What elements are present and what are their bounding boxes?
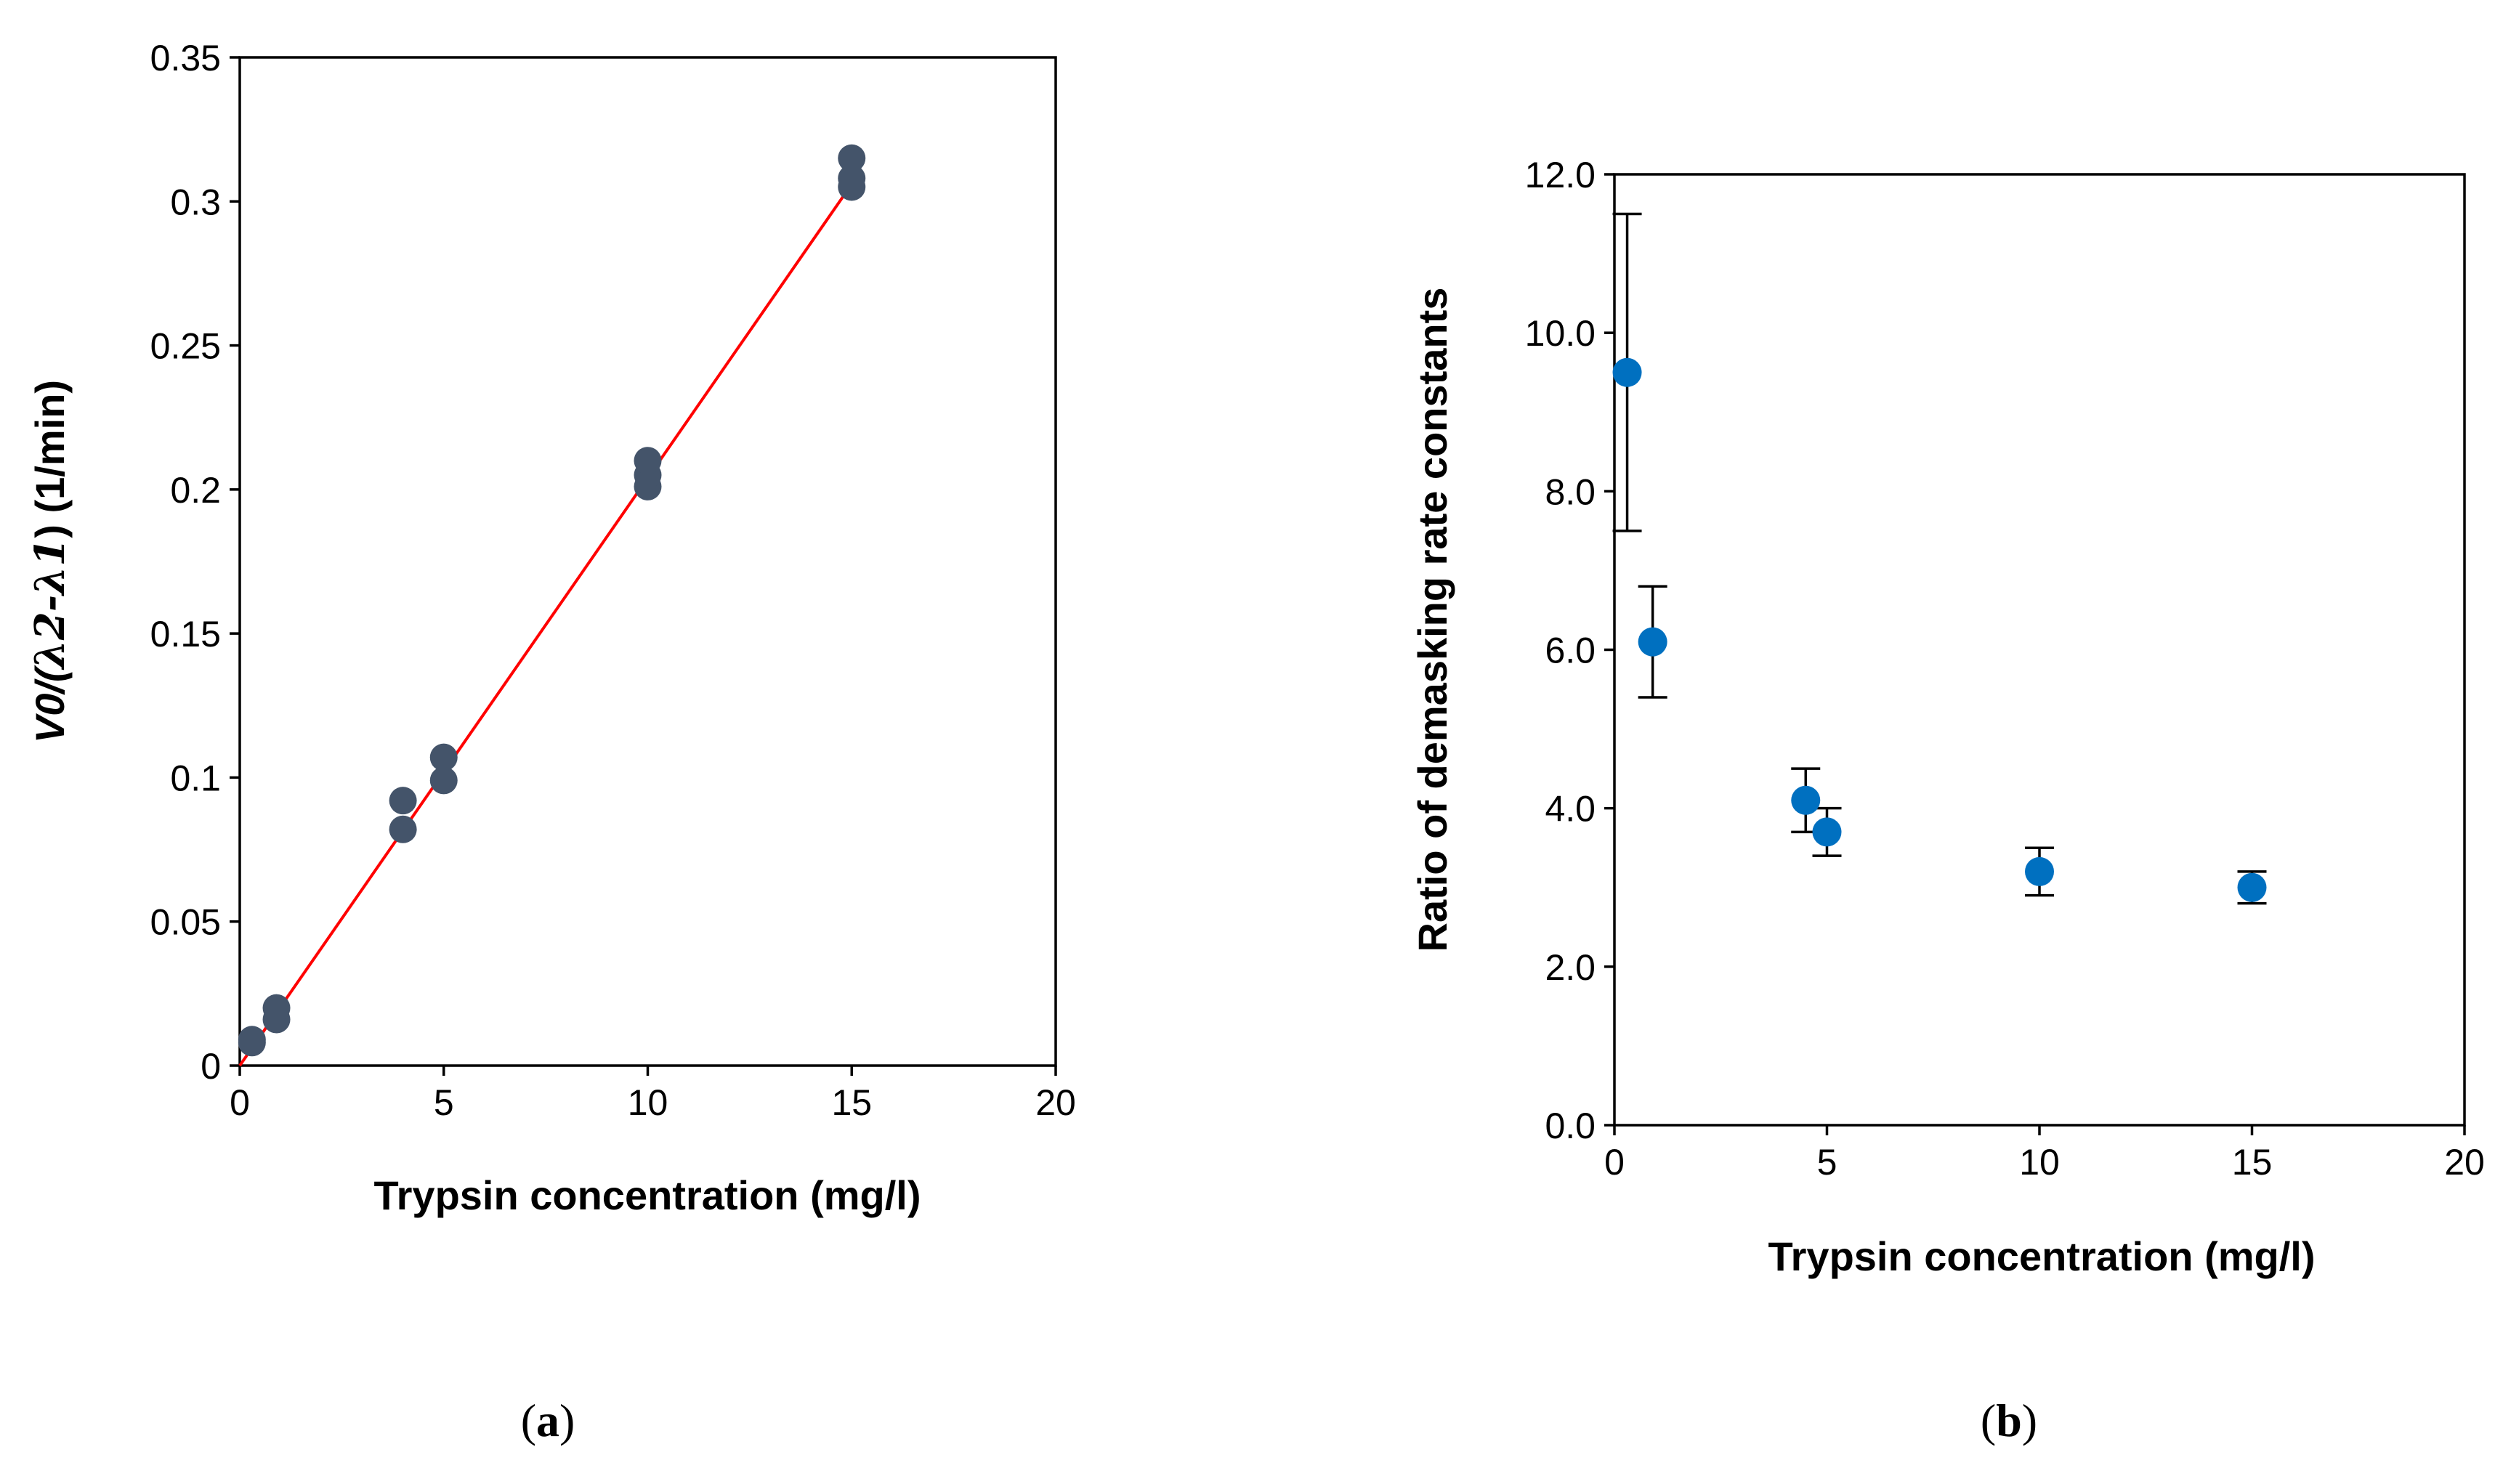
chart-b-y-tick-label: 12.0 xyxy=(1525,155,1596,195)
chart-b-data-point xyxy=(1812,817,1842,847)
chart-b-y-tick-label: 6.0 xyxy=(1545,631,1596,671)
chart-a-data-point xyxy=(262,994,291,1022)
chart-a-y-tick-label: 0.15 xyxy=(150,614,221,654)
chart-a-fit-line xyxy=(238,183,853,1067)
chart-a-y-tick-label: 0.05 xyxy=(150,902,221,943)
chart-a-y-tick-label: 0.3 xyxy=(170,182,221,222)
chart-b-panel-letter: b xyxy=(1996,1395,2022,1446)
chart-b-y-tick-label: 8.0 xyxy=(1545,471,1596,512)
chart-b-x-tick-label: 5 xyxy=(1817,1142,1837,1183)
chart-a-data-point xyxy=(429,743,458,771)
chart-a-y-axis-title-suffix: ) (1/min) xyxy=(27,380,73,538)
chart-b-axes: 0 5 10 15 20 0.0 2.0 4.0 6.0 8.0 10.0 12.0 xyxy=(1525,155,2485,1183)
chart-a-y-tick-label: 0.35 xyxy=(150,38,221,78)
chart-b-data-point xyxy=(2025,856,2054,886)
chart-a-points xyxy=(238,144,866,1057)
chart-b-y-tick-label: 0.0 xyxy=(1545,1106,1596,1146)
chart-a-x-tick-label: 20 xyxy=(1035,1082,1076,1123)
chart-b-data-point xyxy=(1638,627,1667,657)
chart-b-x-axis-title: Trypsin concentration (mg/l) xyxy=(1768,1233,2316,1279)
chart-a-data-point xyxy=(429,766,458,795)
chart-b-data-point xyxy=(1612,357,1642,387)
chart-b-error-bars xyxy=(1612,212,2267,905)
chart-a-axes: 0 5 10 15 20 0 0.05 0.1 0.15 0.2 0.25 0.3 0.35 xyxy=(150,38,1076,1123)
chart-a-y-tick-label: 0.2 xyxy=(170,470,221,511)
chart-a-data-point xyxy=(838,144,866,172)
chart-b-plot-frame xyxy=(1613,173,2466,1127)
chart-a-y-axis-title: V0/(λ2-λ1) (1/min) xyxy=(26,380,74,743)
chart-a-y-tick-label: 0 xyxy=(201,1046,221,1087)
chart-a-data-point xyxy=(238,1026,266,1054)
chart-b-data-point xyxy=(2237,872,2267,902)
chart-a-x-tick-label: 0 xyxy=(230,1082,250,1123)
chart-a-panel-letter: a xyxy=(536,1395,559,1446)
chart-a-y-tick-label: 0.1 xyxy=(170,758,221,798)
chart-a-data-point xyxy=(389,815,417,843)
chart-a-data-point xyxy=(389,787,417,815)
chart-b-y-tick-label: 10.0 xyxy=(1525,313,1596,354)
chart-a: 0 5 10 15 20 0 0.05 0.1 0.15 0.2 0.25 0.3 0.35 Tryps… xyxy=(26,38,1076,1446)
chart-a-y-axis-title-lambda: λ2-λ1 xyxy=(26,538,74,670)
chart-a-panel-label: (a) xyxy=(521,1395,575,1446)
chart-b-points xyxy=(1612,357,2267,902)
chart-a-y-axis-title-prefix: V0/( xyxy=(27,665,73,743)
chart-b-panel-label: (b) xyxy=(1981,1395,2037,1446)
chart-a-plot-frame xyxy=(238,56,1057,1067)
chart-b-y-axis-title: Ratio of demasking rate constants xyxy=(1410,288,1455,952)
chart-a-x-tick-label: 10 xyxy=(628,1082,668,1123)
chart-b-x-tick-label: 10 xyxy=(2019,1142,2060,1183)
chart-b-y-tick-label: 2.0 xyxy=(1545,947,1596,988)
chart-b-data-point xyxy=(1791,785,1821,815)
chart-b-y-tick-label: 4.0 xyxy=(1545,789,1596,830)
chart-b-x-tick-label: 15 xyxy=(2232,1142,2273,1183)
chart-b-x-tick-label: 20 xyxy=(2444,1142,2485,1183)
chart-b: 0 5 10 15 20 0.0 2.0 4.0 6.0 8.0 10.0 12.0 Trypsin … xyxy=(1410,155,2485,1446)
chart-a-x-tick-label: 5 xyxy=(434,1082,454,1123)
chart-a-x-axis-title: Trypsin concentration (mg/l) xyxy=(374,1172,921,1218)
chart-a-data-point xyxy=(634,447,662,475)
chart-a-x-tick-label: 15 xyxy=(831,1082,872,1123)
chart-a-data-point xyxy=(838,164,866,192)
chart-a-y-tick-label: 0.25 xyxy=(150,326,221,367)
chart-b-x-tick-label: 0 xyxy=(1604,1142,1625,1183)
